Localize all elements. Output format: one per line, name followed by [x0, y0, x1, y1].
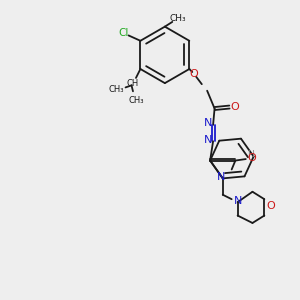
- Text: Cl: Cl: [119, 28, 129, 38]
- Text: CH₃: CH₃: [170, 14, 187, 23]
- Text: O: O: [248, 153, 256, 163]
- Text: CH₃: CH₃: [128, 96, 144, 105]
- Text: N: N: [204, 118, 212, 128]
- Text: H: H: [247, 150, 253, 159]
- Text: N: N: [204, 135, 212, 145]
- Text: O: O: [189, 69, 198, 80]
- Text: O: O: [266, 201, 275, 211]
- Text: O: O: [230, 102, 239, 112]
- Text: N: N: [234, 196, 242, 206]
- Text: N: N: [217, 172, 226, 182]
- Text: CH₃: CH₃: [109, 85, 124, 94]
- Text: CH: CH: [127, 80, 139, 88]
